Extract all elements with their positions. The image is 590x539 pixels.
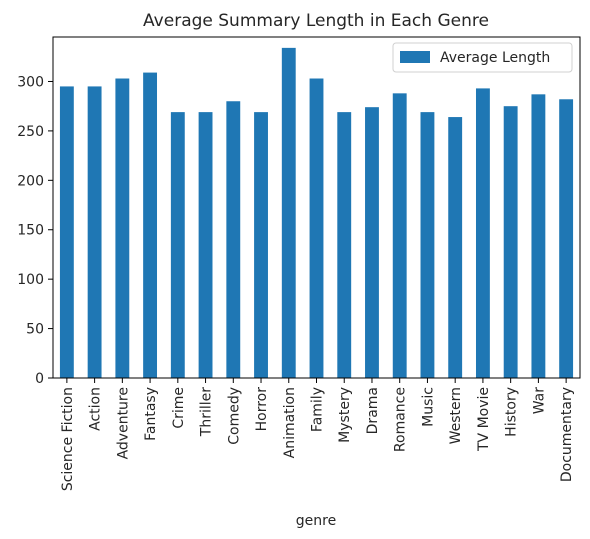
y-tick-label: 250 (17, 124, 44, 140)
bar (59, 86, 74, 379)
bar (309, 78, 324, 378)
y-tick-label: 150 (17, 223, 44, 239)
x-tick-label: Action (88, 387, 104, 431)
x-tick-label: Documentary (559, 387, 575, 482)
bar (503, 106, 518, 378)
bar (198, 112, 213, 379)
legend-box (392, 42, 573, 73)
bar (337, 112, 352, 379)
bar (226, 101, 241, 378)
x-tick-label: Comedy (226, 387, 242, 445)
x-tick-label: Mystery (337, 387, 353, 443)
bar (448, 117, 463, 378)
y-tick-label: 200 (17, 173, 44, 189)
legend-label: Average Length (440, 50, 550, 66)
bar (420, 112, 435, 379)
x-tick-label: History (504, 387, 520, 437)
bar (115, 78, 130, 378)
x-tick-label: Drama (365, 387, 381, 434)
x-tick-label: Science Fiction (60, 387, 76, 491)
x-axis: Science Fiction Action Adventure Fantasy Cri… (60, 378, 575, 491)
bar (365, 107, 379, 379)
x-tick-label: Crime (171, 387, 187, 429)
bar (143, 72, 158, 378)
bar (392, 93, 407, 378)
bar (475, 88, 490, 379)
x-tick-label: Music (420, 387, 436, 427)
x-tick-label: Animation (282, 387, 298, 458)
bar (170, 112, 185, 379)
bar (254, 112, 268, 379)
x-tick-label: Fantasy (143, 387, 159, 441)
y-tick-label: 0 (35, 371, 44, 387)
bar (87, 86, 102, 379)
chart-title: Average Summary Length in Each Genre (143, 11, 489, 31)
y-tick-label: 50 (26, 322, 44, 338)
x-tick-label: War (531, 387, 547, 415)
x-tick-label: Horror (254, 387, 270, 432)
bars-layer (59, 47, 574, 379)
y-tick-label: 100 (17, 272, 44, 288)
y-tick-label: 300 (17, 74, 44, 90)
x-tick-label: Romance (393, 387, 409, 452)
legend: Average Length (392, 42, 573, 73)
bar (559, 99, 574, 379)
bar (531, 94, 546, 378)
y-axis: 0 50 100 150 200 250 300 (17, 74, 53, 387)
bar (281, 47, 296, 379)
x-tick-label: Family (310, 387, 326, 432)
plot-frame (52, 36, 581, 379)
x-tick-label: TV Movie (476, 387, 492, 452)
x-axis-label: genre (296, 513, 336, 529)
legend-swatch (400, 51, 430, 63)
x-tick-label: Thriller (199, 387, 215, 437)
x-tick-label: Adventure (115, 387, 131, 459)
x-tick-label: Western (448, 387, 464, 444)
